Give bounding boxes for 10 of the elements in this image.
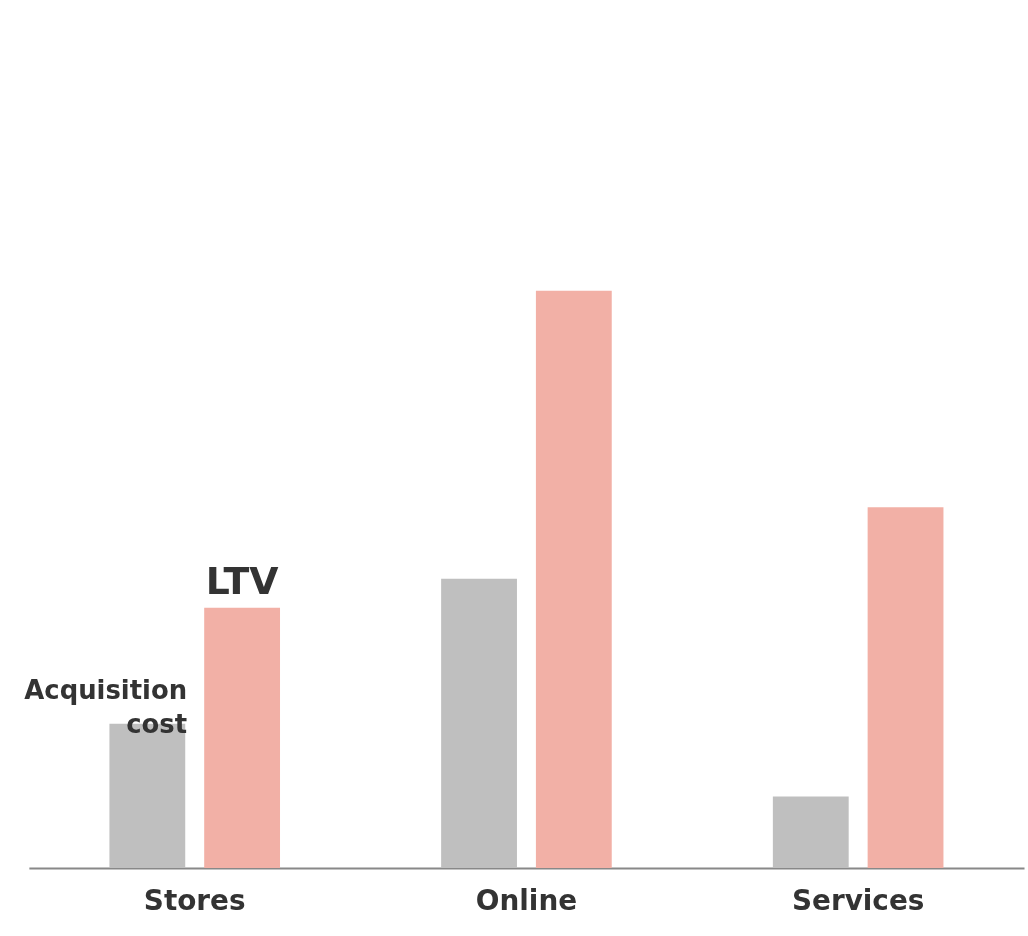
bar (535, 290, 612, 869)
x-tick-label: Services (791, 884, 925, 918)
bar (867, 507, 944, 869)
x-tick-label: Online (475, 884, 578, 918)
bar (204, 607, 281, 869)
x-tick-label: Stores (143, 884, 246, 918)
bar (441, 578, 517, 869)
series-label: Acquisition cost (24, 674, 188, 739)
bar (772, 796, 849, 869)
series-label: LTV (205, 558, 280, 603)
